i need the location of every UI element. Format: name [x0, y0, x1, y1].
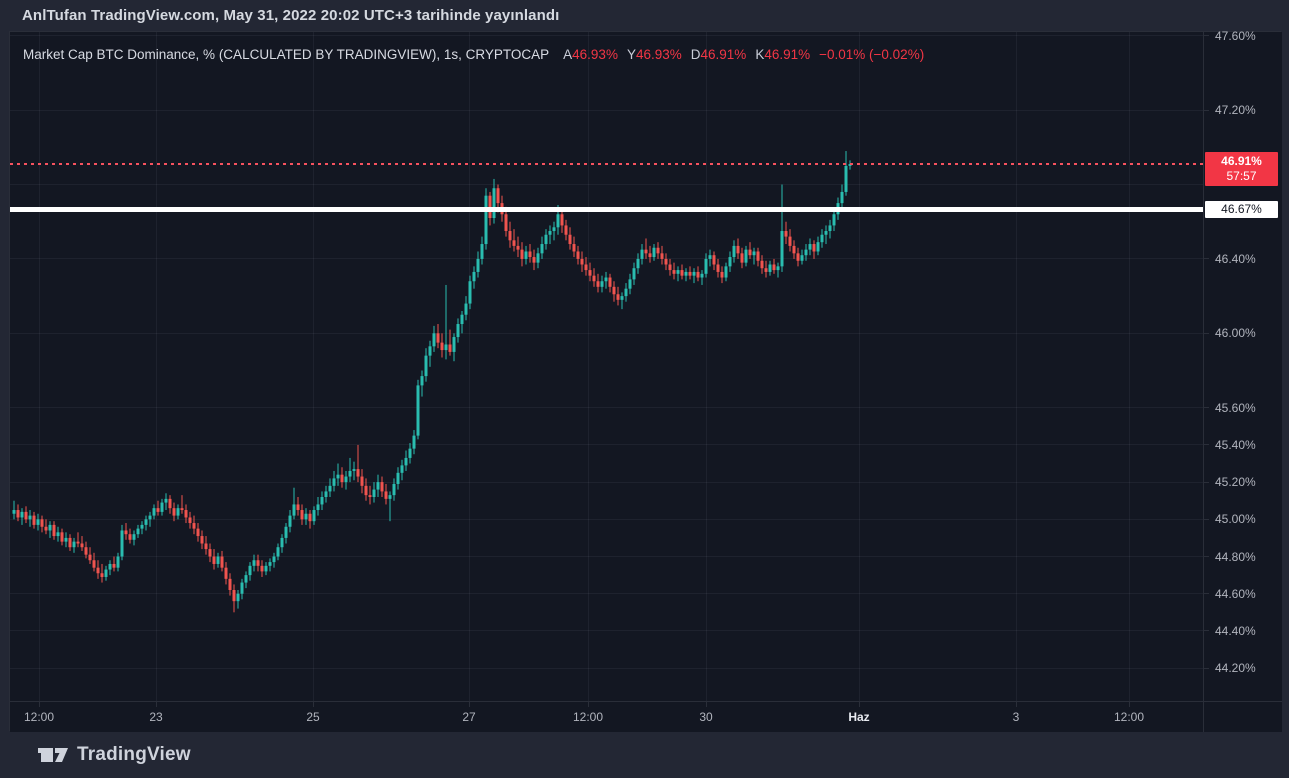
attribution-text: AnlTufan TradingView.com, May 31, 2022 2… — [22, 7, 560, 24]
price-axis-label: 46.40% — [1215, 251, 1256, 266]
last-price-line — [10, 163, 1203, 166]
time-axis-label: 27 — [462, 710, 476, 724]
time-gridline — [706, 32, 707, 701]
price-axis-label: 44.60% — [1215, 586, 1256, 601]
time-gridline — [39, 32, 40, 701]
legend-close-label: K — [755, 47, 765, 62]
time-axis-tick — [859, 702, 860, 707]
price-gridline — [10, 519, 1203, 520]
symbol-legend[interactable]: Market Cap BTC Dominance, % (CALCULATED … — [23, 47, 924, 62]
price-axis-tick — [1204, 444, 1209, 445]
price-gridline — [10, 333, 1203, 334]
candle-countdown: 57:57 — [1226, 169, 1257, 184]
time-gridline — [859, 32, 860, 701]
legend-title: Market Cap BTC Dominance, % (CALCULATED … — [23, 47, 550, 62]
price-gridline — [10, 630, 1203, 631]
price-axis-label: 45.20% — [1215, 475, 1256, 490]
time-axis-label: 30 — [699, 710, 713, 724]
time-axis-label: 3 — [1012, 710, 1020, 724]
price-axis-tick — [1204, 556, 1209, 557]
time-axis-corner — [1203, 701, 1282, 732]
price-axis-tick — [1204, 668, 1209, 669]
price-gridline — [10, 184, 1203, 185]
legend-open-label: A — [563, 47, 573, 62]
price-axis-tick — [1204, 258, 1209, 259]
last-price-badge-value: 46.91% — [1221, 154, 1262, 169]
price-axis-tick — [1204, 333, 1209, 334]
price-axis-tick — [1204, 630, 1209, 631]
time-gridline — [469, 32, 470, 701]
legend-close-value: 46.91% — [764, 47, 811, 62]
legend-open-value: 46.93% — [572, 47, 618, 62]
price-axis[interactable]: 47.60% 47.20% 46.40% 46.00% 45.60% 45.40% 45.2… — [1203, 28, 1282, 701]
price-axis-label: 47.20% — [1215, 103, 1256, 118]
level-price-badge: 46.67% — [1205, 200, 1278, 218]
chart-plot-area[interactable]: Market Cap BTC Dominance, % (CALCULATED … — [10, 32, 1203, 701]
time-axis-label: 12:00 — [23, 710, 55, 724]
tradingview-logo-icon[interactable] — [38, 747, 68, 763]
price-gridline — [10, 556, 1203, 557]
legend-ohlc: A46.93% Y46.93% D46.91% K46.91% −0.01% (−0.0… — [563, 47, 924, 62]
time-axis[interactable]: 12:00 23 25 27 12:00 30 Haz 3 12:00 — [10, 701, 1203, 732]
price-axis-label: 46.00% — [1215, 326, 1256, 341]
price-gridline — [10, 668, 1203, 669]
candles-svg — [12, 151, 852, 613]
time-axis-label: 12:00 — [572, 710, 604, 724]
price-gridline — [10, 407, 1203, 408]
price-gridline — [10, 444, 1203, 445]
price-gridline — [10, 593, 1203, 594]
time-axis-label: 12:00 — [1113, 710, 1145, 724]
legend-high-label: Y — [626, 47, 636, 62]
time-gridline — [313, 32, 314, 701]
legend-change: −0.01% (−0.02%) — [819, 47, 925, 62]
time-axis-tick — [469, 702, 470, 707]
price-axis-label: 47.60% — [1215, 28, 1256, 43]
price-axis-tick — [1204, 35, 1209, 36]
branding-bar: TradingView — [0, 731, 1289, 778]
price-gridline — [10, 482, 1203, 483]
price-axis-tick — [1204, 519, 1209, 520]
price-axis-label: 45.40% — [1215, 437, 1256, 452]
price-axis-tick — [1204, 110, 1209, 111]
price-gridline — [10, 35, 1203, 36]
time-axis-tick — [313, 702, 314, 707]
price-axis-tick — [1204, 482, 1209, 483]
time-axis-tick — [1129, 702, 1130, 707]
time-axis-tick — [588, 702, 589, 707]
time-gridline — [588, 32, 589, 701]
price-axis-label: 45.00% — [1215, 512, 1256, 527]
time-axis-label: Haz — [848, 710, 870, 724]
price-gridline — [10, 258, 1203, 259]
legend-low-label: D — [690, 47, 701, 62]
price-axis-label: 44.80% — [1215, 549, 1256, 564]
level-line-46-67[interactable] — [10, 206, 1203, 212]
time-gridline — [1129, 32, 1130, 701]
price-axis-label: 44.20% — [1215, 661, 1256, 676]
time-gridline — [1016, 32, 1017, 701]
legend-low-value: 46.91% — [700, 47, 747, 62]
time-axis-label: 25 — [306, 710, 320, 724]
time-axis-tick — [706, 702, 707, 707]
price-axis-label: 44.40% — [1215, 623, 1256, 638]
time-axis-tick — [156, 702, 157, 707]
price-axis-tick — [1204, 593, 1209, 594]
chart-frame: Market Cap BTC Dominance, % (CALCULATED … — [9, 28, 1282, 732]
attribution-bar: AnlTufan TradingView.com, May 31, 2022 2… — [0, 0, 1289, 31]
time-axis-tick — [39, 702, 40, 707]
price-axis-tick — [1204, 407, 1209, 408]
time-gridline — [156, 32, 157, 701]
last-price-badge: 46.91% 57:57 — [1205, 152, 1278, 187]
legend-high-value: 46.93% — [635, 47, 682, 62]
time-axis-tick — [1016, 702, 1017, 707]
price-axis-label: 45.60% — [1215, 400, 1256, 415]
time-axis-label: 23 — [149, 710, 163, 724]
price-gridline — [10, 110, 1203, 111]
tradingview-logo-text[interactable]: TradingView — [77, 743, 191, 765]
